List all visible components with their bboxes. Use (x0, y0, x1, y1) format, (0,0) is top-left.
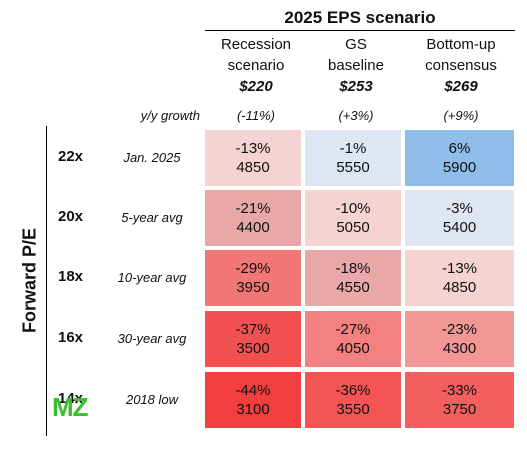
scenario-cell: 6% 5900 (405, 130, 514, 186)
column-eps: $253 (339, 78, 373, 95)
row-axis-label: Forward P/E (19, 227, 40, 334)
growth-recession: (-11%) (236, 108, 276, 123)
scenario-cell: -27% 4050 (305, 311, 401, 367)
scenario-cell: -23% 4300 (405, 311, 514, 367)
column-label-line2: scenario (227, 57, 285, 74)
pe-multiple-label: 18x (58, 268, 84, 285)
pe-multiple-label: 14x (58, 390, 84, 407)
cell-pct-change: -3% (446, 200, 473, 217)
growth-consensus: (+9%) (443, 108, 479, 123)
column-label-line1: Recession (220, 36, 292, 53)
cell-index-level: 4300 (442, 340, 477, 357)
scenario-cell: -44% 3100 (205, 372, 301, 428)
watermark-logo: MZ (52, 392, 89, 422)
cell-index-level: 5550 (336, 159, 370, 176)
row-basis-label: 30-year avg (117, 331, 187, 346)
cell-pct-change: -13% (441, 260, 478, 277)
cell-pct-change: -13% (235, 140, 271, 157)
cell-index-level: 3500 (236, 340, 270, 357)
column-label-line2: baseline (328, 57, 384, 74)
cell-index-level: 4850 (442, 279, 477, 296)
cell-index-level: 4050 (336, 340, 370, 357)
scenario-cell: -29% 3950 (205, 250, 301, 306)
scenario-cell: -13% 4850 (405, 250, 514, 306)
cell-index-level: 3550 (336, 401, 370, 418)
cell-index-level: 5400 (442, 219, 477, 236)
column-label-line1: Bottom-up (426, 36, 496, 53)
cell-pct-change: -29% (235, 260, 271, 277)
column-eps: $220 (239, 78, 273, 95)
cell-pct-change: -10% (335, 200, 371, 217)
column-header-gs-baseline: GS baseline $253 (308, 34, 404, 97)
cell-index-level: 3100 (236, 401, 270, 418)
column-eps: $269 (444, 78, 478, 95)
column-header-consensus: Bottom-up consensus $269 (408, 34, 514, 97)
scenario-cell: -37% 3500 (205, 311, 301, 367)
column-header-recession: Recession scenario $220 (208, 34, 304, 97)
cell-pct-change: -18% (335, 260, 371, 277)
column-label-line1: GS (345, 36, 367, 53)
row-basis-label: Jan. 2025 (123, 150, 181, 165)
cell-pct-change: -36% (335, 382, 371, 399)
cell-index-level: 4400 (236, 219, 270, 236)
cell-index-level: 5900 (442, 159, 477, 176)
cell-pct-change: 6% (448, 140, 471, 157)
cell-pct-change: -33% (441, 382, 478, 399)
scenario-cell: -3% 5400 (405, 190, 514, 246)
row-basis-label: 2018 low (125, 392, 179, 407)
cell-pct-change: -37% (235, 321, 271, 338)
growth-row-label: y/y growth (140, 108, 200, 123)
column-label-line2: consensus (425, 57, 497, 74)
chart-title: 2025 EPS scenario (284, 8, 436, 27)
cell-pct-change: -21% (235, 200, 271, 217)
cell-pct-change: -27% (335, 321, 371, 338)
scenario-cell: -21% 4400 (205, 190, 301, 246)
row-basis-label: 5-year avg (121, 210, 183, 225)
cell-pct-change: -1% (339, 140, 367, 157)
cell-index-level: 3950 (236, 279, 270, 296)
scenario-cell: -18% 4550 (305, 250, 401, 306)
scenario-cell: -36% 3550 (305, 372, 401, 428)
scenario-cell: -10% 5050 (305, 190, 401, 246)
scenario-cell: -13% 4850 (205, 130, 301, 186)
title-underline (205, 30, 515, 31)
cell-index-level: 3750 (442, 401, 477, 418)
cell-pct-change: -44% (235, 382, 271, 399)
cell-index-level: 4550 (336, 279, 370, 296)
cell-index-level: 4850 (236, 159, 270, 176)
pe-multiple-label: 16x (58, 329, 84, 346)
row-basis-label: 10-year avg (117, 270, 187, 285)
row-axis-rule (46, 126, 47, 436)
scenario-cell: -1% 5550 (305, 130, 401, 186)
pe-multiple-label: 20x (58, 208, 84, 225)
scenario-cell: -33% 3750 (405, 372, 514, 428)
pe-multiple-label: 22x (58, 148, 84, 165)
growth-gs-baseline: (+3%) (338, 108, 374, 123)
cell-pct-change: -23% (441, 321, 478, 338)
cell-index-level: 5050 (336, 219, 370, 236)
